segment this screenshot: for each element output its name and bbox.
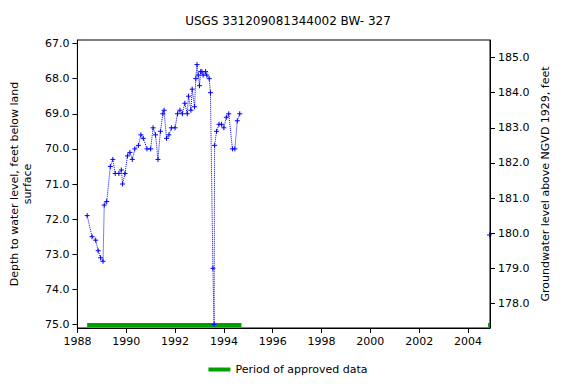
svg-text:180.0: 180.0 [498,227,530,240]
svg-text:69.0: 69.0 [45,107,70,120]
svg-text:1996: 1996 [259,335,287,348]
svg-text:71.0: 71.0 [45,178,70,191]
svg-text:2000: 2000 [356,335,384,348]
svg-text:181.0: 181.0 [498,192,530,205]
svg-text:Depth to water level, feet bel: Depth to water level, feet below land [8,82,21,287]
svg-text:2002: 2002 [405,335,433,348]
svg-text:68.0: 68.0 [45,72,70,85]
svg-text:72.0: 72.0 [45,213,70,226]
svg-text:1990: 1990 [112,335,140,348]
svg-text:184.0: 184.0 [498,86,530,99]
svg-text:70.0: 70.0 [45,142,70,155]
svg-text:75.0: 75.0 [45,318,70,331]
svg-text:73.0: 73.0 [45,248,70,261]
svg-text:74.0: 74.0 [45,283,70,296]
svg-text:1988: 1988 [63,335,91,348]
svg-text:1994: 1994 [210,335,238,348]
svg-text:Groundwater level above NGVD 1: Groundwater level above NGVD 1929, feet [539,66,552,302]
svg-text:USGS 331209081344002 BW- 327: USGS 331209081344002 BW- 327 [185,14,391,28]
svg-text:surface: surface [21,163,34,204]
svg-text:1998: 1998 [308,335,336,348]
svg-text:182.0: 182.0 [498,156,530,169]
svg-text:183.0: 183.0 [498,121,530,134]
svg-text:Period of approved data: Period of approved data [235,363,367,376]
svg-text:1992: 1992 [161,335,189,348]
svg-text:2004: 2004 [454,335,482,348]
svg-text:178.0: 178.0 [498,297,530,310]
svg-text:67.0: 67.0 [45,37,70,50]
svg-text:179.0: 179.0 [498,262,530,275]
svg-text:185.0: 185.0 [498,51,530,64]
